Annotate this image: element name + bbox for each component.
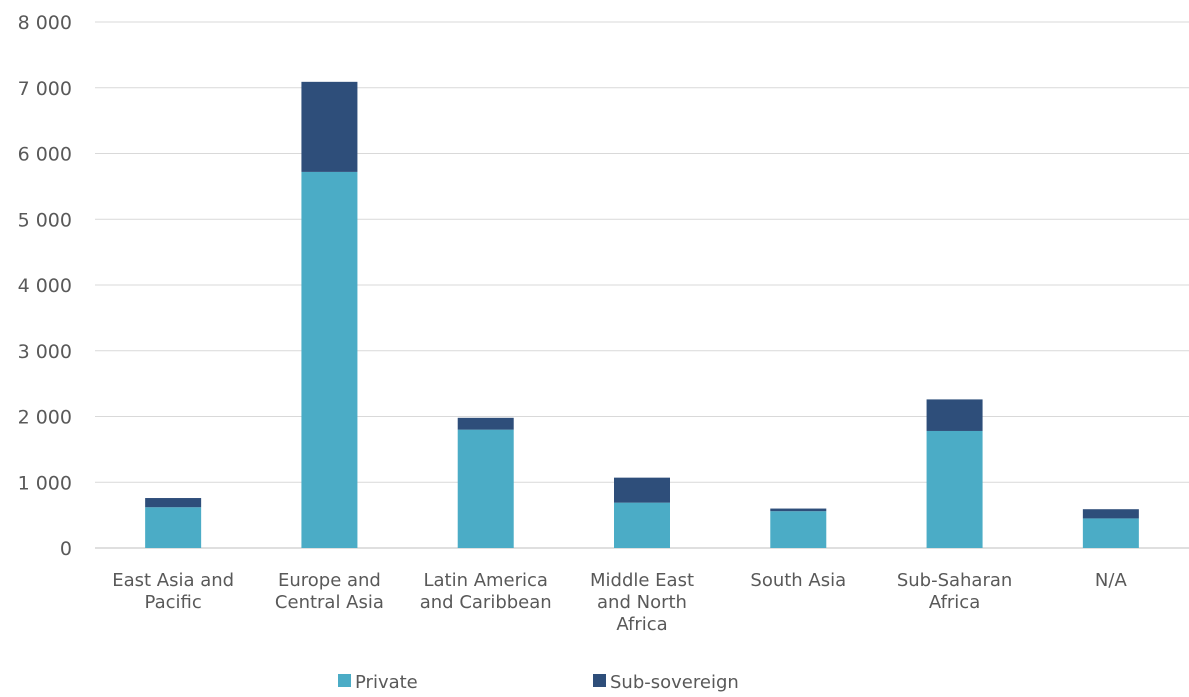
bar-segment-private bbox=[770, 511, 827, 548]
bar-segment-private bbox=[457, 429, 514, 548]
y-tick-label: 1 000 bbox=[18, 472, 72, 494]
x-category-label: N/A bbox=[1095, 570, 1128, 591]
x-axis-category-labels: East Asia and Pacific Europe and Central As… bbox=[112, 570, 1127, 635]
bar-segment-sub-sovereign bbox=[145, 498, 202, 508]
legend-label: Private bbox=[355, 672, 418, 693]
legend-swatch bbox=[338, 674, 351, 687]
bar-segment-sub-sovereign bbox=[614, 477, 670, 503]
legend-swatch bbox=[593, 674, 606, 687]
bar-segment-private bbox=[926, 430, 983, 548]
y-tick-label: 7 000 bbox=[18, 78, 72, 100]
bar-segment-private bbox=[301, 171, 358, 548]
bar-segment-sub-sovereign bbox=[770, 508, 827, 512]
y-tick-label: 4 000 bbox=[18, 275, 72, 297]
y-tick-label: 8 000 bbox=[18, 12, 72, 34]
bar-segment-private bbox=[1082, 518, 1139, 548]
x-category-label: Latin America and Caribbean bbox=[420, 570, 552, 613]
x-category-label: East Asia and Pacific bbox=[112, 570, 234, 613]
x-category-label: Europe and Central Asia bbox=[275, 570, 384, 613]
y-tick-label: 6 000 bbox=[18, 144, 72, 166]
x-category-label: Sub-Saharan Africa bbox=[897, 570, 1013, 613]
bar-segment-sub-sovereign bbox=[1082, 509, 1139, 519]
bars bbox=[145, 81, 1139, 548]
legend-label: Sub-sovereign bbox=[610, 672, 739, 693]
legend: Private Sub-sovereign bbox=[338, 672, 739, 693]
y-tick-label: 2 000 bbox=[18, 407, 72, 429]
gridlines bbox=[95, 21, 1189, 549]
bar-segment-sub-sovereign bbox=[926, 399, 983, 431]
y-axis-tick-labels: 0 1 000 2 000 3 000 4 000 5 000 6 000 7 000 8 00… bbox=[18, 12, 72, 560]
y-tick-label: 5 000 bbox=[18, 209, 72, 231]
x-category-label: Middle East and North Africa bbox=[590, 570, 694, 635]
y-tick-label: 3 000 bbox=[18, 341, 72, 363]
bar-segment-sub-sovereign bbox=[457, 417, 514, 430]
y-tick-label: 0 bbox=[60, 538, 72, 560]
bar-segment-private bbox=[614, 502, 670, 548]
bar-segment-private bbox=[145, 507, 202, 548]
bar-segment-sub-sovereign bbox=[301, 81, 358, 172]
x-category-label: South Asia bbox=[750, 570, 846, 591]
